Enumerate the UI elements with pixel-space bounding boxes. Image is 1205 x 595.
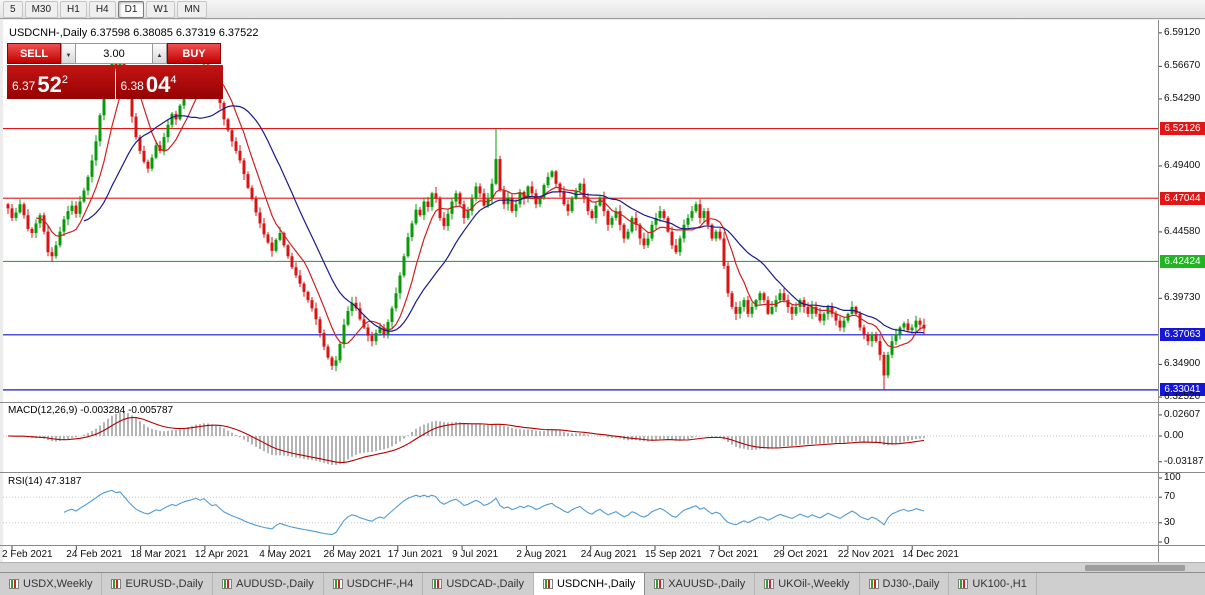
- chart-icon: [222, 579, 233, 589]
- tab-label: UKOil-,Weekly: [778, 578, 850, 590]
- tab-label: EURUSD-,Daily: [125, 578, 204, 590]
- chart-icon: [432, 579, 443, 589]
- volume-input[interactable]: [76, 43, 152, 64]
- timeframe-button-h1[interactable]: H1: [60, 0, 87, 18]
- tab-uk100-h1[interactable]: UK100-,H1: [949, 573, 1037, 595]
- bid-price-prefix: 6.37: [12, 79, 36, 93]
- chart-icon: [111, 579, 122, 589]
- volume-decrease-button[interactable]: [61, 43, 76, 64]
- tab-label: USDCAD-,Daily: [446, 578, 524, 590]
- tab-label: USDCHF-,H4: [346, 578, 414, 590]
- ask-price-prefix: 6.38: [120, 79, 144, 93]
- chart-icon: [332, 579, 343, 589]
- volume-increase-button[interactable]: [152, 43, 167, 64]
- buy-button[interactable]: BUY: [167, 43, 221, 64]
- tab-label: USDX,Weekly: [23, 578, 93, 590]
- chart-icon: [764, 579, 775, 589]
- timeframe-button-d1[interactable]: D1: [117, 0, 145, 18]
- tab-ukoil-weekly[interactable]: UKOil-,Weekly: [755, 573, 860, 595]
- timeframe-button-5[interactable]: 5: [3, 0, 23, 18]
- quote-price-row: 6.37 52 2 6.38 04 4: [7, 65, 223, 99]
- chart-icon: [958, 579, 969, 589]
- sell-button[interactable]: SELL: [7, 43, 61, 64]
- tab-dj30-daily[interactable]: DJ30-,Daily: [860, 573, 950, 595]
- tab-label: DJ30-,Daily: [882, 578, 940, 590]
- bid-price-pip: 2: [61, 74, 68, 86]
- tab-audusd-daily[interactable]: AUDUSD-,Daily: [213, 573, 324, 595]
- bid-price-display[interactable]: 6.37 52 2: [7, 65, 115, 99]
- chart-icon: [542, 579, 553, 589]
- chart-icon: [9, 579, 19, 589]
- tab-label: USDCNH-,Daily: [556, 578, 636, 590]
- timeframe-button-h4[interactable]: H4: [88, 0, 116, 18]
- chart-tabs-bar: USDX,Weekly EURUSD-,Daily AUDUSD-,Daily USD…: [0, 572, 1205, 595]
- tab-label: AUDUSD-,Daily: [236, 578, 314, 590]
- ask-price-display[interactable]: 6.38 04 4: [115, 65, 223, 99]
- bid-price-main: 52: [37, 72, 62, 97]
- tab-xauusd-daily[interactable]: XAUUSD-,Daily: [645, 573, 756, 595]
- chart-icon: [868, 579, 879, 589]
- tab-eurusd-daily[interactable]: EURUSD-,Daily: [102, 573, 214, 595]
- scrollbar-thumb[interactable]: [1085, 565, 1185, 571]
- chevron-up-icon: [157, 44, 163, 61]
- ask-price-main: 04: [145, 72, 171, 97]
- tab-usdx-weekly[interactable]: USDX,Weekly: [0, 573, 103, 595]
- chart-background: [3, 20, 1205, 562]
- timeframe-button-w1[interactable]: W1: [146, 0, 176, 18]
- tab-label: UK100-,H1: [972, 578, 1027, 590]
- ask-price-pip: 4: [170, 74, 177, 86]
- tab-usdcnh-daily[interactable]: USDCNH-,Daily: [533, 573, 646, 595]
- order-entry-row: SELL BUY: [7, 43, 223, 64]
- timeframe-button-mn[interactable]: MN: [177, 0, 207, 18]
- tab-usdchf-h4[interactable]: USDCHF-,H4: [324, 573, 424, 595]
- one-click-trading-panel: SELL BUY 6.37 52 2 6.38 04 4: [7, 43, 223, 99]
- chart-icon: [654, 579, 665, 589]
- chevron-down-icon: [66, 44, 72, 61]
- timeframe-toolbar: 5 M30 H1 H4 D1 W1 MN: [0, 0, 1205, 19]
- tab-label: XAUUSD-,Daily: [668, 578, 746, 590]
- horizontal-scrollbar[interactable]: [0, 562, 1205, 572]
- tab-usdcad-daily[interactable]: USDCAD-,Daily: [423, 573, 534, 595]
- timeframe-button-m30[interactable]: M30: [24, 0, 59, 18]
